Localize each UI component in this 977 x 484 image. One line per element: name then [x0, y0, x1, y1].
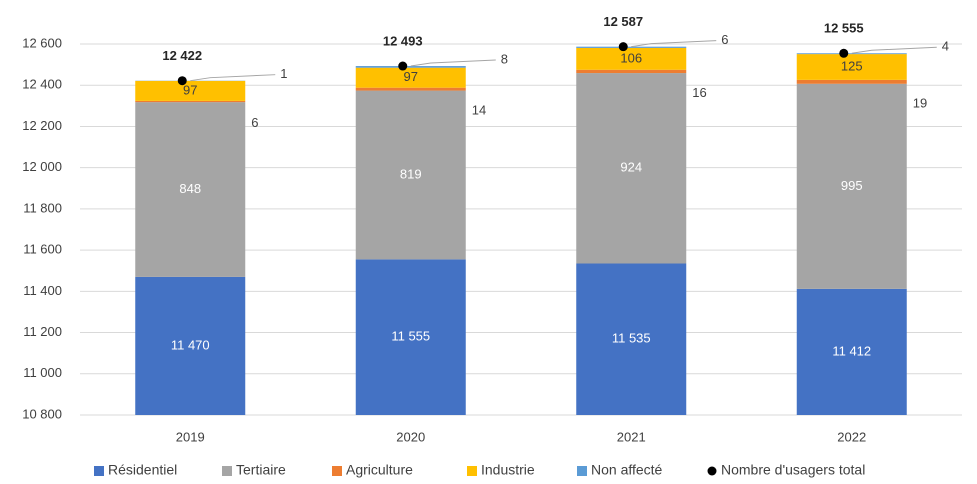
- legend-label: Nombre d'usagers total: [721, 462, 865, 478]
- data-label: 8: [501, 51, 508, 66]
- data-label: 4: [942, 39, 949, 54]
- bar-segment: [796, 79, 907, 84]
- bar-segment: [576, 263, 687, 415]
- data-label: 6: [251, 115, 258, 130]
- bar-segment: [796, 83, 907, 289]
- bar-segment: [135, 276, 246, 415]
- legend-label: Résidentiel: [108, 462, 177, 478]
- total-marker: [618, 42, 628, 52]
- data-label: 14: [472, 103, 486, 118]
- data-label: 19: [913, 95, 927, 110]
- total-label: 12 587: [603, 14, 643, 29]
- bar-segment: [796, 54, 907, 80]
- legend-label: Agriculture: [346, 462, 413, 478]
- y-tick-label: 11 000: [23, 365, 62, 380]
- legend-swatch: [467, 466, 477, 476]
- data-label: 848: [179, 181, 201, 196]
- data-label: 125: [841, 58, 863, 73]
- x-tick-label: 2022: [837, 429, 866, 444]
- bar-segment: [135, 100, 246, 103]
- bar-segment: [576, 73, 687, 264]
- total-label: 12 422: [162, 48, 202, 63]
- y-tick-label: 12 000: [22, 159, 62, 174]
- legend-label: Tertiaire: [236, 462, 286, 478]
- leader-line: [631, 40, 717, 48]
- leader-line: [190, 74, 276, 82]
- total-label: 12 493: [383, 33, 423, 48]
- bar-segment: [576, 69, 687, 74]
- bar-segment: [355, 67, 466, 88]
- data-label: 819: [400, 166, 422, 181]
- legend-swatch: [332, 466, 342, 476]
- data-label: 11 412: [832, 343, 871, 358]
- legend-swatch: [577, 466, 587, 476]
- data-label: 11 470: [171, 337, 210, 352]
- y-tick-label: 11 600: [23, 242, 62, 257]
- legend-label: Non affecté: [591, 462, 663, 478]
- bar-segment: [796, 288, 907, 415]
- data-label: 16: [692, 85, 706, 100]
- bar-segment: [576, 46, 687, 48]
- data-label: 97: [183, 82, 197, 97]
- bar-segment: [135, 102, 246, 277]
- bar-segment: [355, 87, 466, 91]
- bar-segment: [355, 66, 466, 68]
- total-marker: [839, 48, 849, 58]
- bar-segment: [135, 80, 246, 101]
- bar-segment: [576, 47, 687, 70]
- data-label: 97: [404, 69, 418, 84]
- data-label: 106: [620, 50, 642, 65]
- x-tick-label: 2019: [176, 429, 205, 444]
- total-marker: [177, 76, 187, 86]
- y-tick-label: 11 800: [23, 200, 62, 215]
- x-tick-label: 2021: [617, 429, 646, 444]
- data-label: 1: [280, 66, 287, 81]
- bar-segment: [796, 53, 907, 55]
- y-tick-label: 12 600: [22, 35, 62, 50]
- legend-label: Industrie: [481, 462, 535, 478]
- legend-swatch: [94, 466, 104, 476]
- legend-swatch: [222, 466, 232, 476]
- x-tick-label: 2020: [396, 429, 425, 444]
- y-tick-label: 12 200: [22, 118, 62, 133]
- bar-segment: [355, 90, 466, 260]
- leader-line: [410, 59, 496, 67]
- leader-line: [851, 46, 937, 54]
- total-marker: [398, 61, 408, 71]
- data-label: 11 555: [391, 329, 430, 344]
- y-tick-label: 10 800: [22, 406, 62, 421]
- legend-marker: [707, 466, 717, 476]
- data-label: 995: [841, 178, 863, 193]
- data-label: 924: [620, 160, 642, 175]
- y-tick-label: 11 200: [23, 324, 62, 339]
- data-label: 11 535: [612, 331, 651, 346]
- total-label: 12 555: [824, 21, 864, 36]
- y-tick-label: 12 400: [22, 77, 62, 92]
- data-label: 6: [721, 32, 728, 47]
- bar-segment: [355, 259, 466, 415]
- y-tick-label: 11 400: [23, 283, 62, 298]
